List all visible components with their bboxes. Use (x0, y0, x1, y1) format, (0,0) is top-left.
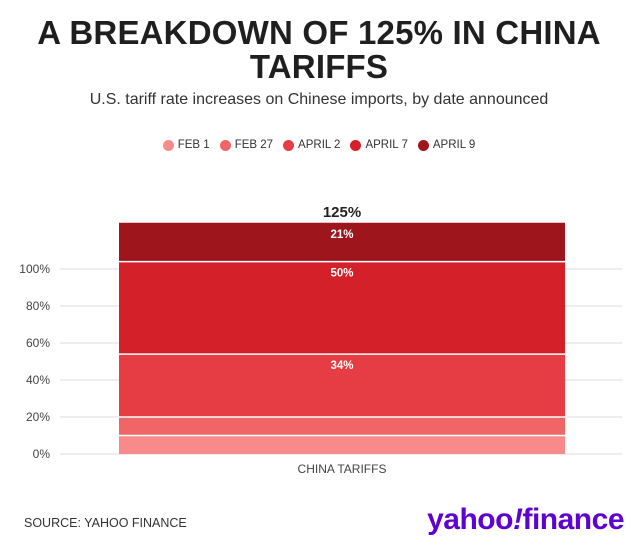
y-tick-label: 100% (19, 262, 50, 276)
legend-item: APRIL 2 (283, 139, 340, 151)
legend-item: APRIL 9 (417, 139, 476, 151)
legend-swatch (350, 139, 362, 151)
legend-item: FEB 1 (162, 139, 210, 151)
total-label: 125% (323, 204, 361, 221)
legend-swatch (162, 139, 174, 151)
legend-swatch (219, 139, 231, 151)
legend-item: APRIL 7 (350, 139, 408, 151)
y-tick-label: 40% (26, 373, 50, 387)
logo-word: yahoo (427, 503, 513, 536)
logo-suffix: finance (522, 503, 624, 536)
legend-label: FEB 27 (234, 139, 274, 151)
bar-segment (119, 222, 565, 262)
y-tick-label: 80% (26, 299, 50, 313)
bar-segment (119, 417, 565, 436)
bar-segment (119, 261, 565, 355)
legend-swatch (283, 139, 295, 151)
legend-item: FEB 27 (219, 139, 274, 151)
legend-label: APRIL 7 (365, 139, 408, 151)
stacked-bar-chart: 0% 20% 40% 60% 80% 100% 34% 50% 21% 125% CHINA TAR… (19, 204, 622, 476)
y-tick-label: 60% (26, 336, 50, 350)
y-tick-label: 0% (33, 447, 51, 461)
chart-subtitle: U.S. tariff rate increases on Chinese im… (89, 91, 549, 108)
data-label: 34% (330, 360, 353, 372)
bar-segment (119, 354, 565, 417)
legend-swatch (417, 139, 429, 151)
y-tick-label: 20% (26, 410, 50, 424)
x-category-label: CHINA TARIFFS (298, 462, 387, 476)
chart-title: A BREAKDOWN OF 125% IN CHINA TARIFFS (37, 14, 601, 85)
source-note: SOURCE: YAHOO FINANCE (24, 516, 187, 530)
bar-segment (119, 435, 565, 454)
legend-label: APRIL 9 (432, 139, 476, 151)
data-label: 21% (330, 229, 353, 241)
legend: FEB 1 FEB 27 APRIL 2 APRIL 7 APRIL 9 (0, 139, 638, 151)
yahoo-finance-logo: yahoo!finance (427, 503, 624, 537)
data-label: 50% (330, 268, 353, 280)
legend-label: FEB 1 (177, 139, 210, 151)
logo-bang: ! (512, 503, 523, 536)
legend-label: APRIL 2 (298, 139, 341, 151)
